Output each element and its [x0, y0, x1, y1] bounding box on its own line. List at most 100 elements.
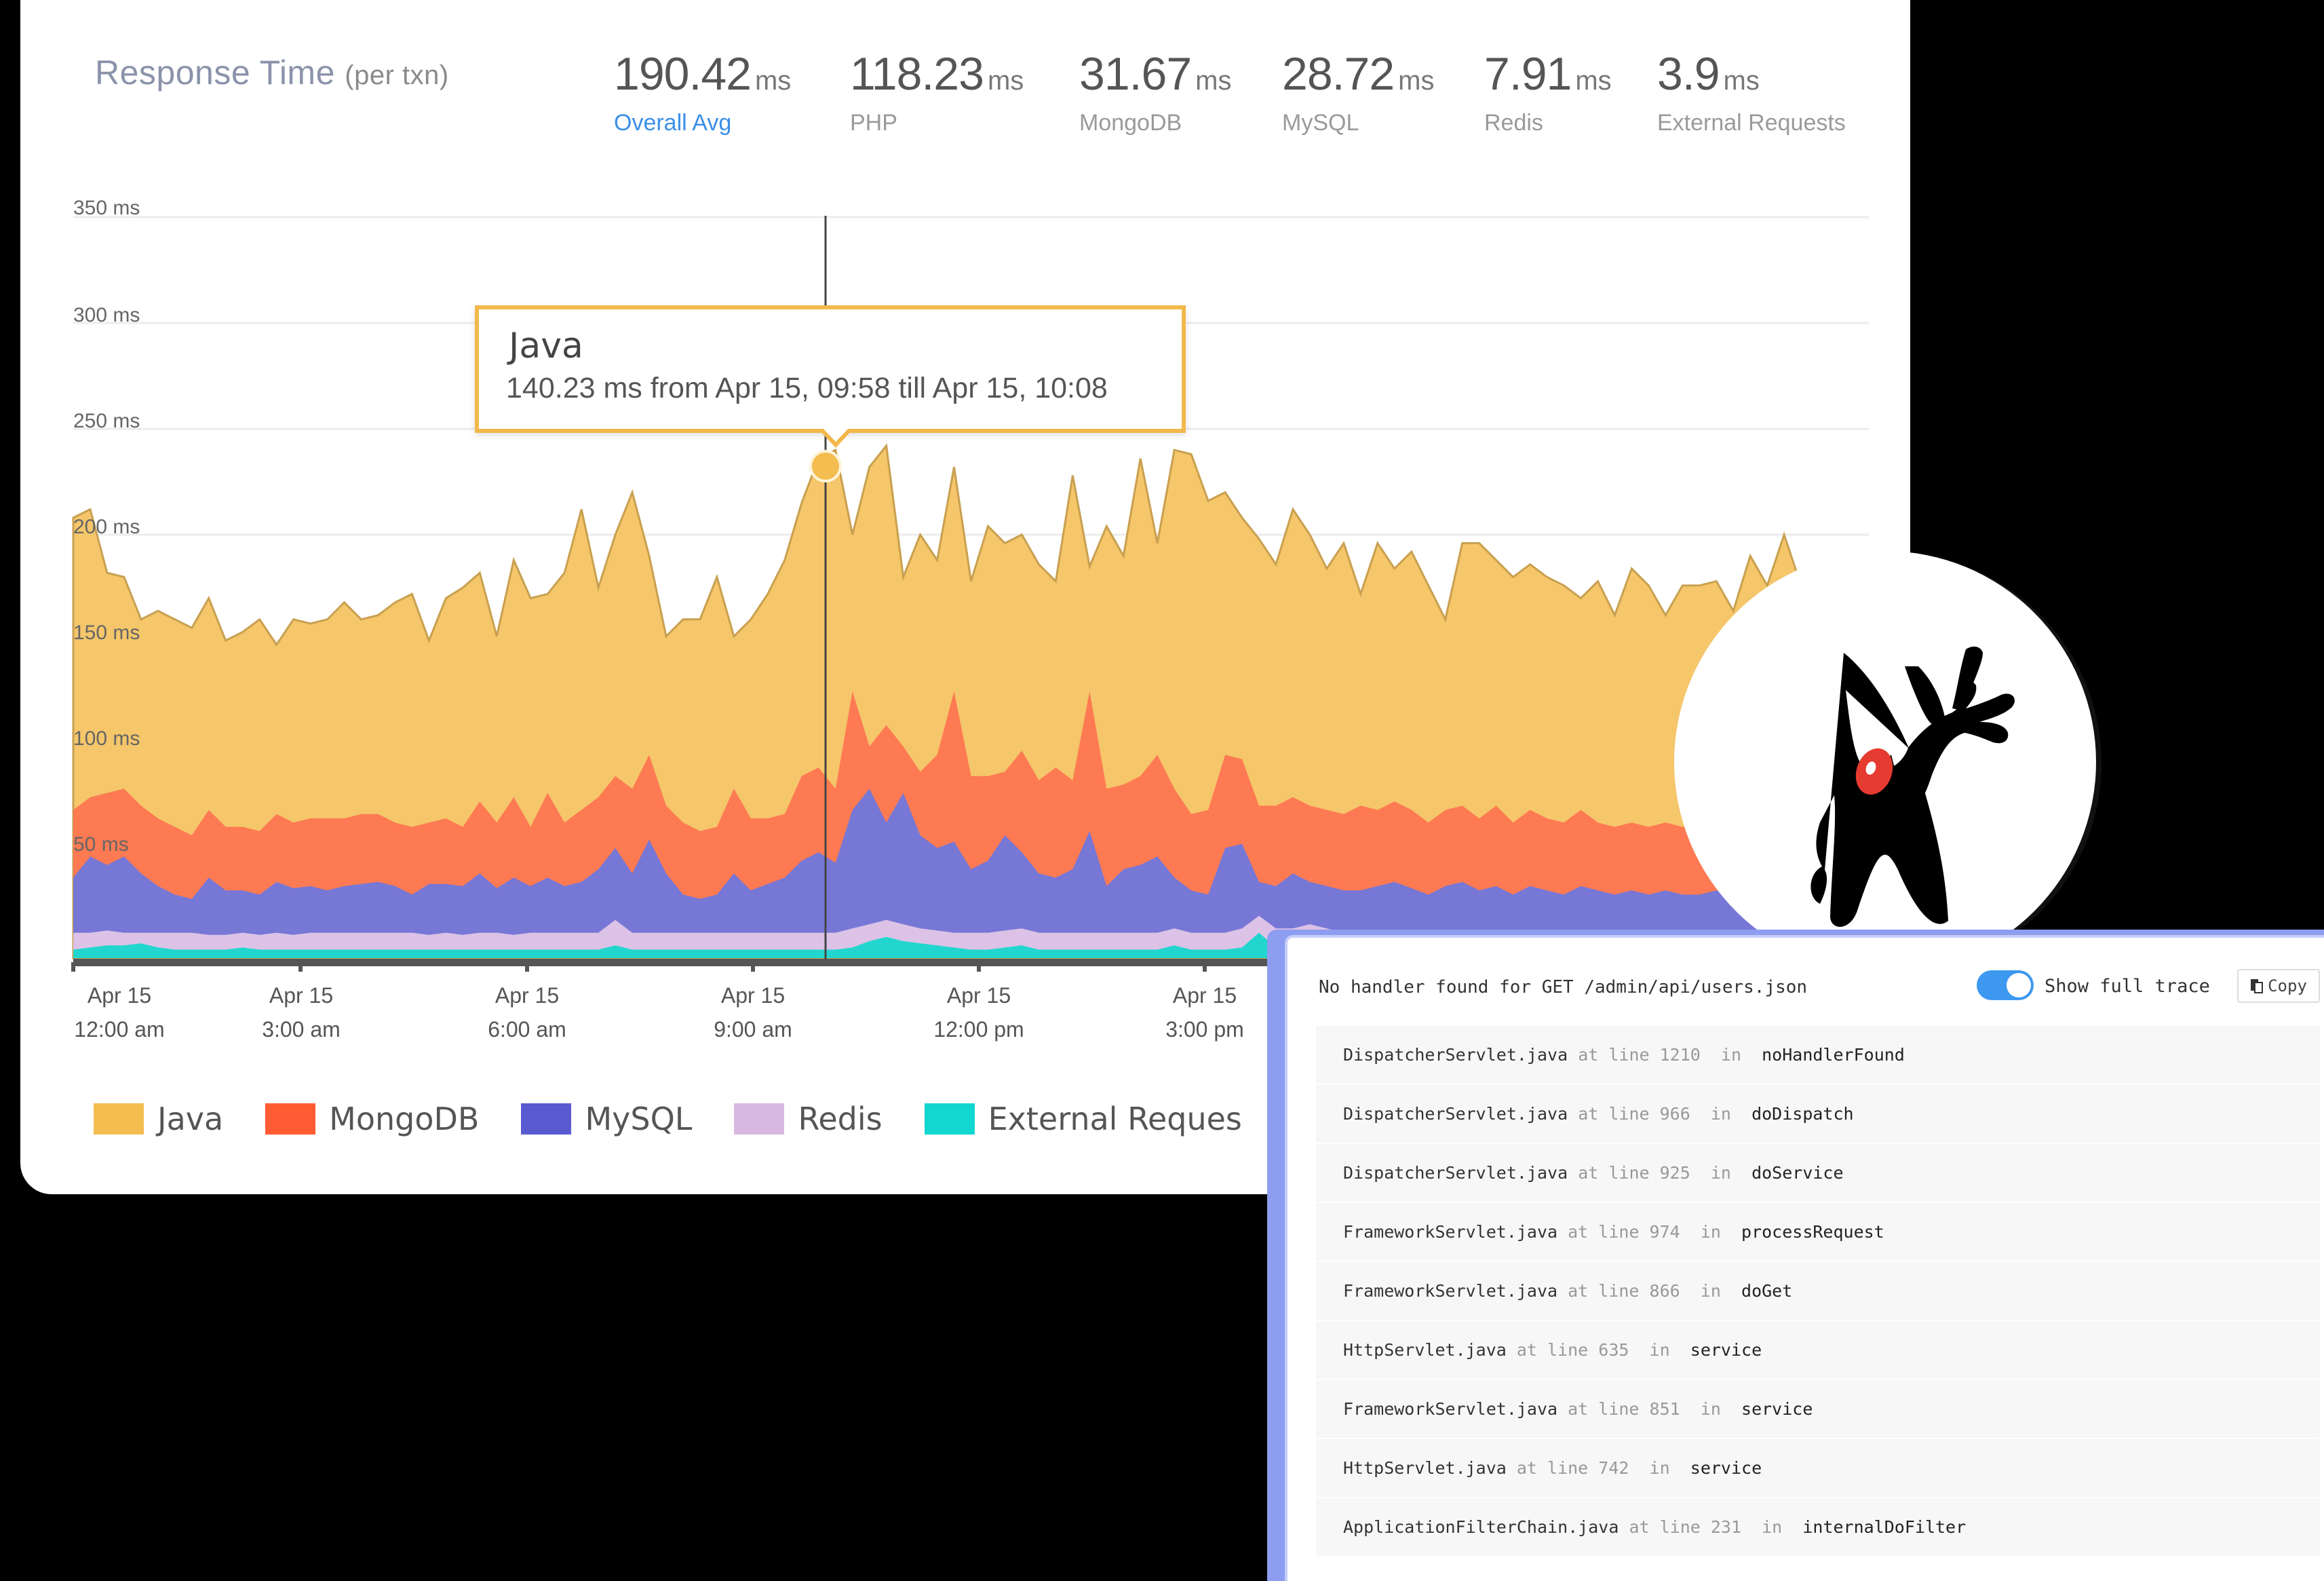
copy-button[interactable]: Copy	[2237, 969, 2320, 1003]
show-full-trace-toggle[interactable]	[1977, 970, 2034, 1000]
hover-marker	[809, 450, 842, 482]
stack-trace-panel: No handler found for GET /admin/api/user…	[1267, 930, 2324, 1581]
y-tick-350: 350 ms	[73, 197, 140, 219]
metric-unit: ms	[1195, 66, 1232, 96]
frame-method: internalDoFilter	[1802, 1517, 1967, 1537]
metric-mysql[interactable]: 28.72 ms MySQL	[1282, 47, 1435, 136]
metric-label: MySQL	[1282, 110, 1359, 136]
stack-frame-row[interactable]: FrameworkServlet.java at line 974 in pro…	[1316, 1203, 2320, 1262]
frame-file: DispatcherServlet.java	[1343, 1104, 1568, 1124]
stack-trace-inner: No handler found for GET /admin/api/user…	[1285, 935, 2324, 1581]
metric-label: PHP	[850, 110, 897, 136]
tooltip-title: Java	[509, 326, 583, 366]
area-mysql[interactable]	[73, 788, 1869, 958]
x-tick-6am: Apr 15 6:00 am	[488, 983, 566, 1042]
frame-location: at line 966 in	[1568, 1104, 1752, 1124]
frame-file: FrameworkServlet.java	[1343, 1399, 1558, 1419]
y-tick-150: 150 ms	[73, 622, 140, 644]
legend-swatch	[924, 1103, 975, 1135]
legend-item-external-requests[interactable]: External Reques	[924, 1101, 1242, 1137]
x-tick-3pm: Apr 15 3:00 pm	[1165, 983, 1244, 1042]
metric-php[interactable]: 118.23 ms PHP	[850, 47, 1024, 136]
title-text: Response Time	[95, 54, 335, 92]
stack-frame-row[interactable]: DispatcherServlet.java at line 966 in do…	[1316, 1085, 2320, 1144]
frame-method: processRequest	[1741, 1222, 1884, 1242]
legend-item-java[interactable]: Java	[94, 1101, 223, 1137]
metric-label: MongoDB	[1079, 110, 1182, 136]
metric-value: 31.67	[1079, 48, 1192, 100]
tooltip-body: 140.23 ms from Apr 15, 09:58 till Apr 15…	[506, 372, 1108, 404]
frame-location: at line 866 in	[1557, 1281, 1742, 1301]
tooltip-arrow-inner	[822, 427, 849, 442]
frame-location: at line 974 in	[1557, 1222, 1742, 1242]
x-tick-12pm: Apr 15 12:00 pm	[933, 983, 1024, 1042]
duke-icon	[1810, 646, 2015, 927]
frame-location: at line 851 in	[1557, 1399, 1742, 1419]
error-message: No handler found for GET /admin/api/user…	[1319, 977, 1808, 997]
legend-swatch	[94, 1103, 144, 1135]
toggle-label: Show full trace	[2045, 976, 2210, 997]
stack-frame-row[interactable]: HttpServlet.java at line 742 in service	[1316, 1439, 2320, 1498]
copy-icon	[2251, 979, 2264, 993]
legend-item-mysql[interactable]: MySQL	[521, 1101, 692, 1137]
frame-location: at line 635 in	[1506, 1340, 1690, 1360]
stack-frame-row[interactable]: DispatcherServlet.java at line 925 in do…	[1316, 1144, 2320, 1203]
frame-file: FrameworkServlet.java	[1343, 1222, 1558, 1242]
y-tick-100: 100 ms	[73, 727, 140, 750]
chart-legend: Java MongoDB MySQL Redis External Reques	[94, 1101, 1284, 1137]
frame-method: noHandlerFound	[1762, 1045, 1905, 1065]
legend-label: Java	[157, 1101, 224, 1137]
y-tick-50: 50 ms	[73, 833, 129, 856]
x-axis-line	[73, 959, 1869, 966]
stack-frame-row[interactable]: FrameworkServlet.java at line 866 in doG…	[1316, 1262, 2320, 1321]
stack-frame-row[interactable]: HttpServlet.java at line 635 in service	[1316, 1321, 2320, 1380]
metric-unit: ms	[1575, 66, 1612, 96]
legend-label: Redis	[798, 1101, 883, 1137]
metric-value: 7.91	[1484, 48, 1572, 100]
frame-location: at line 925 in	[1568, 1163, 1752, 1183]
title-suffix: (per txn)	[345, 60, 449, 90]
frame-location: at line 231 in	[1619, 1517, 1803, 1537]
legend-swatch	[265, 1103, 316, 1135]
frame-file: HttpServlet.java	[1343, 1458, 1507, 1478]
metric-redis[interactable]: 7.91 ms Redis	[1484, 47, 1612, 136]
frame-location: at line 1210 in	[1568, 1045, 1762, 1065]
frame-method: doDispatch	[1751, 1104, 1854, 1124]
metric-mongodb[interactable]: 31.67 ms MongoDB	[1079, 47, 1232, 136]
toggle-knob	[2007, 973, 2031, 997]
metric-unit: ms	[1723, 66, 1760, 96]
metric-value: 28.72	[1282, 48, 1395, 100]
metric-unit: ms	[1398, 66, 1435, 96]
legend-label: MongoDB	[329, 1101, 480, 1137]
metric-unit: ms	[754, 66, 792, 96]
java-duke-logo	[1674, 551, 2096, 973]
frame-location: at line 742 in	[1506, 1458, 1690, 1478]
frame-file: DispatcherServlet.java	[1343, 1163, 1568, 1183]
metric-label: Overall Avg	[614, 110, 732, 136]
metric-unit: ms	[987, 66, 1024, 96]
stack-frame-row[interactable]: FrameworkServlet.java at line 851 in ser…	[1316, 1380, 2320, 1439]
chart-title: Response Time (per txn)	[95, 53, 449, 92]
frame-file: FrameworkServlet.java	[1343, 1281, 1558, 1301]
stack-frame-row[interactable]: ApplicationFilterChain.java at line 231 …	[1316, 1498, 2320, 1557]
frame-method: doGet	[1741, 1281, 1793, 1301]
stack-frame-row[interactable]: DispatcherServlet.java at line 1210 in n…	[1316, 1026, 2320, 1085]
chart-tooltip: Java 140.23 ms from Apr 15, 09:58 till A…	[475, 305, 1186, 448]
frame-file: HttpServlet.java	[1343, 1340, 1507, 1360]
x-tick-12am: Apr 15 12:00 am	[74, 983, 165, 1042]
stack-frames-list: DispatcherServlet.java at line 1210 in n…	[1316, 1026, 2320, 1557]
frame-method: service	[1741, 1399, 1813, 1419]
legend-item-redis[interactable]: Redis	[734, 1101, 883, 1137]
legend-label: External Reques	[988, 1101, 1242, 1137]
frame-method: service	[1690, 1458, 1762, 1478]
metric-label: Redis	[1484, 110, 1543, 136]
legend-label: MySQL	[585, 1101, 693, 1137]
legend-item-mongodb[interactable]: MongoDB	[265, 1101, 479, 1137]
y-tick-200: 200 ms	[73, 516, 140, 538]
metric-value: 190.42	[614, 48, 752, 100]
copy-label: Copy	[2268, 976, 2307, 995]
frame-method: doService	[1751, 1163, 1844, 1183]
x-tick-9am: Apr 15 9:00 am	[714, 983, 792, 1042]
metric-external-requests[interactable]: 3.9 ms External Requests	[1657, 47, 1846, 136]
metric-overall-avg[interactable]: 190.42 ms Overall Avg	[614, 47, 791, 136]
